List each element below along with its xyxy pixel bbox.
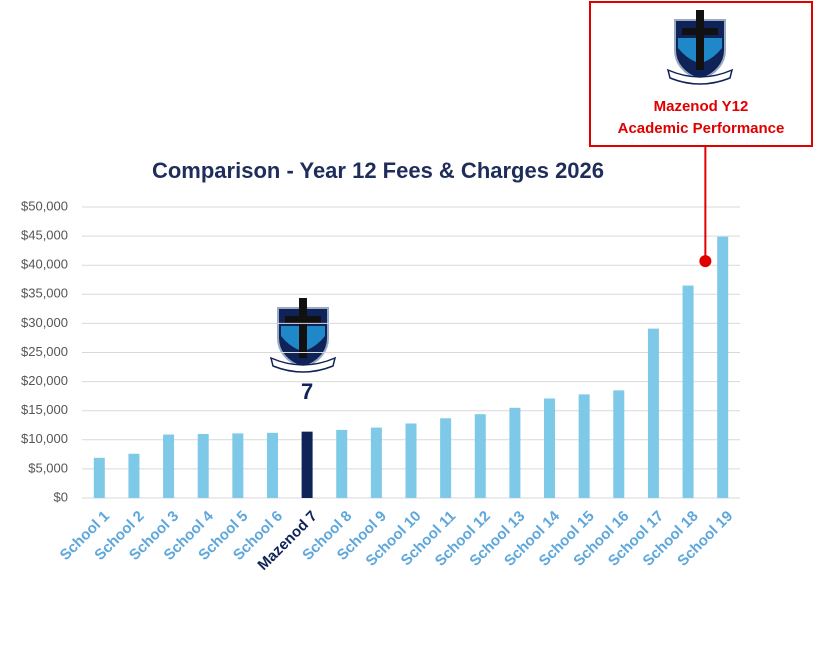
bar [544,398,556,498]
bar [717,236,729,498]
bar [266,432,278,498]
bar [197,433,209,498]
bar [647,328,659,498]
callout-marker [699,255,712,268]
school-crest [270,297,336,373]
bar [128,453,140,498]
bar [509,407,521,498]
school-crest [667,9,733,85]
bar [682,285,694,498]
bar [163,434,175,498]
callout-text: Academic Performance [618,120,785,137]
bar [578,394,590,498]
y-tick-label: $45,000 [21,228,68,243]
y-tick-label: $0 [54,489,68,504]
rank-annotation: 7 [301,379,313,404]
bar [336,429,348,498]
bar [405,423,417,498]
callout-text: Mazenod Y12 [654,98,749,115]
bar [301,431,313,498]
y-tick-label: $35,000 [21,286,68,301]
y-tick-label: $15,000 [21,402,68,417]
y-tick-label: $30,000 [21,315,68,330]
bar [474,414,486,498]
bar [440,418,452,498]
bar [613,390,625,498]
bar [93,457,105,498]
chart-title: Comparison - Year 12 Fees & Charges 2026 [152,158,604,183]
bar [370,427,382,498]
y-tick-label: $10,000 [21,431,68,446]
y-tick-label: $50,000 [21,198,68,213]
y-tick-label: $20,000 [21,373,68,388]
bar [232,433,244,498]
y-tick-label: $40,000 [21,257,68,272]
y-tick-label: $5,000 [28,460,68,475]
y-tick-label: $25,000 [21,344,68,359]
